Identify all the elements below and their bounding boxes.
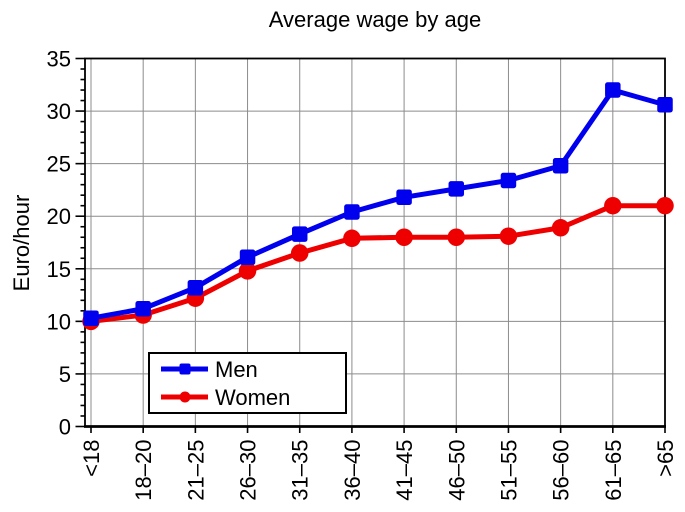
data-point-women-8 — [499, 227, 518, 245]
chart-title: Average wage by age — [268, 7, 482, 32]
women-line-sample — [161, 385, 208, 410]
y-tick-label: 30 — [47, 99, 71, 124]
x-tick-label: 26–30 — [236, 440, 261, 501]
x-tick-label: 51–55 — [496, 440, 521, 501]
data-point-men-5 — [344, 204, 360, 220]
men-square-marker-icon — [179, 363, 190, 375]
data-point-women-7 — [447, 228, 466, 246]
x-tick-label: >65 — [653, 440, 678, 477]
y-tick-label: 20 — [47, 204, 71, 229]
data-point-women-4 — [290, 244, 309, 262]
data-point-men-4 — [291, 226, 308, 242]
legend: Men Women — [148, 352, 347, 414]
y-tick-label: 10 — [47, 309, 71, 334]
women-circle-marker-icon — [179, 391, 190, 403]
x-tick-label: 31–35 — [288, 440, 313, 501]
legend-label-women: Women — [215, 384, 291, 410]
y-tick-label: 0 — [59, 415, 71, 440]
data-point-men-0 — [83, 310, 99, 326]
y-tick-label: 15 — [47, 257, 71, 282]
series-line-women — [90, 203, 665, 324]
data-point-men-8 — [500, 172, 517, 189]
x-tick-label: 56–60 — [549, 440, 574, 501]
men-line-sample — [161, 357, 208, 382]
y-tick-label: 35 — [47, 47, 71, 72]
x-tick-label: 41–45 — [392, 440, 417, 501]
data-point-women-6 — [395, 228, 413, 246]
data-point-women-5 — [343, 229, 361, 248]
x-tick-label: <18 — [79, 440, 104, 477]
legend-item-women: Women — [161, 385, 345, 410]
data-point-men-9 — [552, 157, 569, 174]
data-point-men-1 — [135, 300, 151, 317]
y-axis-label: Euro/hour — [9, 194, 34, 292]
data-point-men-11 — [657, 97, 673, 113]
legend-label-men: Men — [215, 356, 258, 382]
data-point-women-11 — [656, 196, 674, 215]
data-point-men-3 — [239, 249, 256, 265]
x-tick-label: 21–25 — [183, 440, 208, 501]
data-point-women-9 — [551, 219, 570, 237]
data-point-men-6 — [396, 189, 412, 206]
x-tick-label: 18–20 — [131, 440, 156, 501]
data-point-women-10 — [604, 196, 622, 215]
x-tick-label: 46–50 — [444, 440, 469, 501]
data-point-men-7 — [448, 181, 465, 197]
y-tick-label: 5 — [59, 362, 71, 387]
data-point-men-2 — [187, 279, 204, 296]
x-tick-label: 61–65 — [601, 440, 626, 501]
data-point-men-10 — [605, 82, 621, 98]
series-line-men — [90, 87, 666, 321]
legend-item-men: Men — [161, 357, 345, 382]
y-tick-label: 25 — [47, 152, 71, 177]
x-tick-label: 36–40 — [340, 440, 365, 501]
data-point-women-3 — [238, 262, 257, 280]
